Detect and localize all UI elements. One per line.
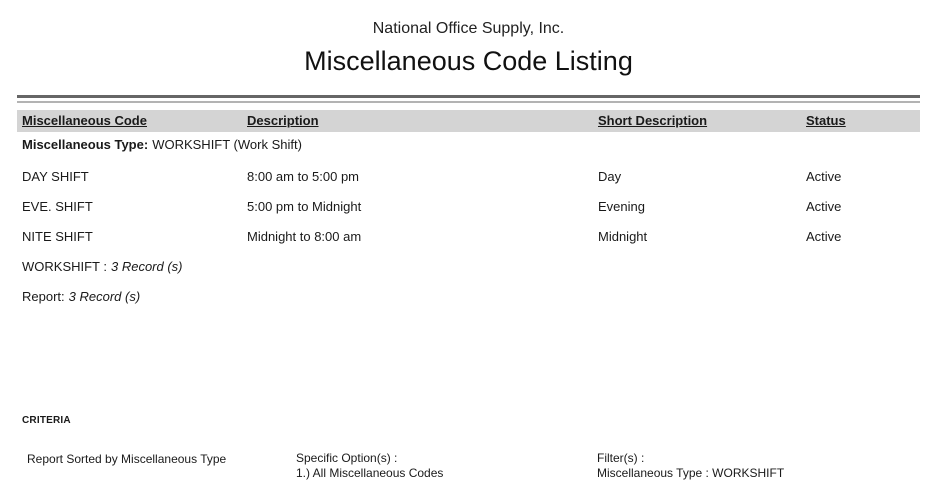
- cell-code: NITE SHIFT: [22, 229, 93, 244]
- column-header-miscellaneous-code: Miscellaneous Code: [22, 113, 147, 128]
- cell-code: EVE. SHIFT: [22, 199, 93, 214]
- table-header-row: Miscellaneous Code Description Short Des…: [17, 110, 920, 132]
- report-total-line: Report: 3 Record (s): [22, 289, 140, 304]
- report-total-label: Report:: [22, 289, 65, 304]
- group-header: Miscellaneous Type: WORKSHIFT (Work Shift…: [22, 137, 302, 152]
- group-total-value: 3 Record (s): [110, 259, 183, 274]
- criteria-sort-text: Report Sorted by Miscellaneous Type: [27, 452, 227, 466]
- column-header-description: Description: [247, 113, 319, 128]
- cell-short-description: Evening: [598, 199, 645, 214]
- divider-rule-light: [17, 101, 920, 103]
- table-row: EVE. SHIFT 5:00 pm to Midnight Evening A…: [0, 199, 937, 217]
- group-value: WORKSHIFT (Work Shift): [152, 137, 302, 152]
- group-label: Miscellaneous Type:: [22, 137, 149, 152]
- cell-short-description: Day: [598, 169, 622, 184]
- group-total-label: WORKSHIFT :: [22, 259, 107, 274]
- page-title: Miscellaneous Code Listing: [304, 46, 633, 76]
- criteria-options-value: 1.) All Miscellaneous Codes: [296, 466, 444, 480]
- criteria-options-block: Specific Option(s) : 1.) All Miscellaneo…: [296, 451, 443, 481]
- cell-status: Active: [806, 229, 842, 244]
- cell-code: DAY SHIFT: [22, 169, 89, 184]
- column-header-status: Status: [806, 113, 846, 128]
- cell-description: 5:00 pm to Midnight: [247, 199, 362, 214]
- group-total-line: WORKSHIFT :3 Record (s): [22, 259, 183, 274]
- criteria-filters-value: Miscellaneous Type : WORKSHIFT: [597, 466, 785, 480]
- cell-description: 8:00 am to 5:00 pm: [247, 169, 360, 184]
- company-name: National Office Supply, Inc.: [372, 20, 565, 37]
- table-row: DAY SHIFT 8:00 am to 5:00 pm Day Active: [0, 169, 937, 187]
- table-row: NITE SHIFT Midnight to 8:00 am Midnight …: [0, 229, 937, 247]
- criteria-heading: CRITERIA: [22, 415, 71, 426]
- report-total-value: 3 Record (s): [68, 289, 141, 304]
- cell-description: Midnight to 8:00 am: [247, 229, 362, 244]
- cell-status: Active: [806, 199, 842, 214]
- criteria-options-label: Specific Option(s) :: [296, 451, 398, 465]
- column-header-short-description: Short Description: [598, 113, 708, 128]
- cell-short-description: Midnight: [598, 229, 648, 244]
- criteria-filters-block: Filter(s) : Miscellaneous Type : WORKSHI…: [597, 451, 784, 481]
- criteria-filters-label: Filter(s) :: [597, 451, 645, 465]
- cell-status: Active: [806, 169, 842, 184]
- divider-rule-dark: [17, 95, 920, 98]
